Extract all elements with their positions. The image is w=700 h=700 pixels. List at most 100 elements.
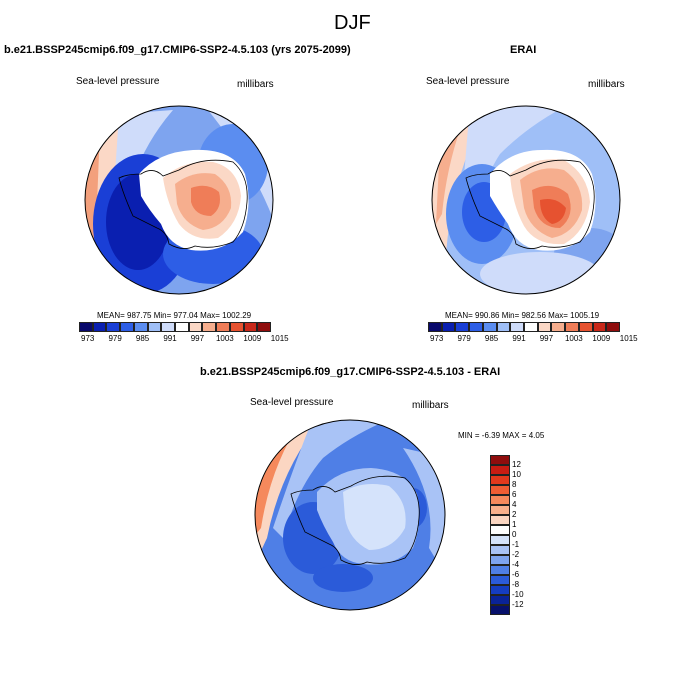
- panel1-case-title: b.e21.BSSP245cmip6.f09_g17.CMIP6-SSP2-4.…: [4, 44, 351, 56]
- colorbar-tick-label: 10: [512, 470, 521, 479]
- colorbar-tick-label: 973: [81, 334, 95, 343]
- colorbar-cell: [524, 322, 538, 332]
- colorbar-tick-label: 0: [512, 530, 517, 539]
- colorbar-tick-label: -6: [512, 570, 520, 579]
- panel1-colorbar-cells: [79, 322, 271, 332]
- colorbar-tick-label: 8: [512, 480, 517, 489]
- colorbar-cell: [490, 585, 510, 595]
- colorbar-cell: [496, 322, 511, 332]
- colorbar-cell: [92, 322, 107, 332]
- colorbar-cell: [490, 535, 510, 545]
- colorbar-cell: [490, 525, 510, 535]
- panel2-colorbar-ticks: 973 979 985 991 997 1003 1009 1015: [428, 334, 638, 346]
- colorbar-tick-label: 985: [135, 334, 150, 343]
- panel3-units-label: millibars: [412, 400, 449, 411]
- colorbar-tick-label: 991: [163, 334, 177, 343]
- colorbar-cell: [565, 322, 579, 332]
- panel2-colorbar-cells: [428, 322, 620, 332]
- colorbar-cell: [133, 322, 148, 332]
- colorbar-tick-label: 991: [512, 334, 526, 343]
- colorbar-tick-label: 973: [430, 334, 444, 343]
- colorbar-tick-label: -4: [512, 560, 520, 569]
- colorbar-tick-label: 4: [512, 500, 517, 509]
- colorbar-tick-label: 6: [512, 490, 517, 499]
- colorbar-tick-label: -8: [512, 580, 520, 589]
- panel2-case-title: ERAI: [510, 44, 537, 56]
- colorbar-cell: [490, 605, 510, 615]
- colorbar-tick-label: 1: [512, 520, 517, 529]
- colorbar-cell: [202, 322, 217, 332]
- panel2-variable-label: Sea-level pressure: [426, 76, 510, 87]
- colorbar-tick-label: 1009: [243, 334, 262, 343]
- panel1-variable-label: Sea-level pressure: [76, 76, 160, 87]
- colorbar-cell: [120, 322, 134, 332]
- colorbar-cell: [490, 465, 510, 475]
- colorbar-cell: [428, 322, 442, 332]
- colorbar-cell: [490, 455, 510, 465]
- colorbar-tick-label: 997: [190, 334, 205, 343]
- colorbar-cell: [510, 322, 524, 332]
- panel2-map: [431, 105, 621, 295]
- panel1-units-label: millibars: [237, 79, 274, 90]
- colorbar-cell: [147, 322, 162, 332]
- panel3-colorbar-ticks: 12 10 8 6 4 2 1 0 -1 -2 -4 -6 -8 -10 -12: [512, 455, 540, 615]
- panel3-stats: MIN = -6.39 MAX = 4.05: [458, 431, 545, 440]
- colorbar-cell: [490, 515, 510, 525]
- colorbar-cell: [490, 595, 510, 605]
- colorbar-cell: [79, 322, 93, 332]
- colorbar-tick-label: -12: [512, 600, 524, 609]
- colorbar-tick-label: 1003: [564, 334, 583, 343]
- colorbar-cell: [243, 322, 258, 332]
- colorbar-cell: [490, 505, 510, 515]
- panel3-map: [254, 419, 446, 611]
- colorbar-cell: [490, 565, 510, 575]
- colorbar-tick-label: 2: [512, 510, 517, 519]
- panel1-colorbar: 973 979 985 991 997 1003 1009 1015: [79, 322, 289, 348]
- colorbar-cell: [490, 575, 510, 585]
- panel2-colorbar: 973 979 985 991 997 1003 1009 1015: [428, 322, 638, 348]
- colorbar-tick-label: -10: [512, 590, 524, 599]
- panel1-colorbar-ticks: 973 979 985 991 997 1003 1009 1015: [79, 334, 289, 346]
- colorbar-cell: [229, 322, 244, 332]
- colorbar-tick-label: -1: [512, 540, 520, 549]
- colorbar-cell: [175, 322, 189, 332]
- colorbar-cell: [551, 322, 566, 332]
- colorbar-cell: [216, 322, 230, 332]
- panel1-map: [84, 105, 274, 295]
- colorbar-cell: [490, 485, 510, 495]
- colorbar-tick-label: 1009: [592, 334, 611, 343]
- colorbar-cell: [606, 322, 620, 332]
- colorbar-cell: [469, 322, 483, 332]
- colorbar-tick-label: 12: [512, 460, 521, 469]
- colorbar-cell: [592, 322, 607, 332]
- colorbar-cell: [441, 322, 456, 332]
- colorbar-tick-label: 997: [539, 334, 554, 343]
- colorbar-cell: [490, 495, 510, 505]
- colorbar-cell: [161, 322, 175, 332]
- colorbar-cell: [188, 322, 203, 332]
- colorbar-cell: [490, 555, 510, 565]
- colorbar-cell: [455, 322, 470, 332]
- colorbar-tick-label: 1015: [270, 334, 289, 343]
- colorbar-tick-label: -2: [512, 550, 520, 559]
- colorbar-cell: [578, 322, 593, 332]
- colorbar-cell: [106, 322, 121, 332]
- colorbar-cell: [257, 322, 271, 332]
- colorbar-tick-label: 985: [484, 334, 499, 343]
- colorbar-tick-label: 979: [457, 334, 471, 343]
- panel3-case-title: b.e21.BSSP245cmip6.f09_g17.CMIP6-SSP2-4.…: [200, 366, 501, 378]
- panel3-variable-label: Sea-level pressure: [250, 397, 334, 408]
- panel2-units-label: millibars: [588, 79, 625, 90]
- colorbar-tick-label: 1015: [619, 334, 638, 343]
- panel3-colorbar: 12 10 8 6 4 2 1 0 -1 -2 -4 -6 -8 -10 -12: [490, 455, 540, 615]
- colorbar-cell: [537, 322, 552, 332]
- panel2-stats: MEAN= 990.86 Min= 982.56 Max= 1005.19: [445, 311, 600, 320]
- figure-title: DJF: [334, 12, 371, 34]
- panel3-colorbar-cells: [490, 455, 510, 615]
- panel1-stats: MEAN= 987.75 Min= 977.04 Max= 1002.29: [97, 311, 252, 320]
- colorbar-cell: [490, 475, 510, 485]
- colorbar-tick-label: 1003: [215, 334, 234, 343]
- colorbar-cell: [482, 322, 497, 332]
- colorbar-tick-label: 979: [108, 334, 122, 343]
- colorbar-cell: [490, 545, 510, 555]
